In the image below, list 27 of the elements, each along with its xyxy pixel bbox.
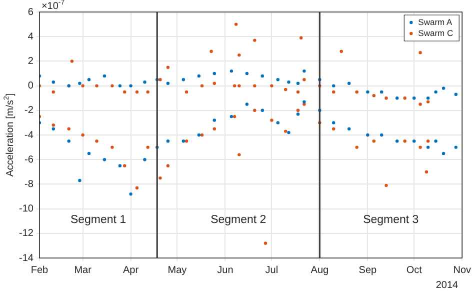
y-tick-label: -4: [24, 130, 34, 141]
y-tick-label: 2: [28, 56, 34, 67]
y-tick-label: -12: [19, 228, 34, 240]
y-tick-label: 6: [28, 6, 34, 18]
x-tick-label: Sep: [358, 264, 377, 276]
x-tick-label: Feb: [30, 264, 49, 276]
x-tick-label: Jun: [217, 264, 234, 276]
annotation: Segment 3: [363, 214, 419, 226]
x-tick-label: Nov: [453, 264, 472, 276]
y-tick-label: 4: [28, 31, 34, 42]
y-tick-label: -6: [24, 154, 34, 166]
x-tick-label: Oct: [406, 264, 422, 276]
y-tick-label: -2: [24, 105, 34, 116]
annotation: Segment 2: [210, 214, 266, 226]
x-tick-label: Aug: [310, 264, 329, 276]
x-tick-label: Apr: [123, 264, 140, 276]
legend-label: Swarm C: [418, 28, 454, 38]
y-tick-label: -8: [24, 178, 34, 190]
y-tick-label: 0: [28, 80, 34, 92]
annotation: Segment 1: [70, 214, 126, 226]
x-tick-label: Mar: [74, 264, 92, 276]
y-tick-label: -10: [19, 204, 34, 215]
x-tick-label: Jul: [265, 264, 278, 276]
y-tick-label: -14: [19, 252, 34, 264]
legend-label: Swarm A: [418, 16, 452, 27]
x-tick-label: May: [168, 264, 187, 276]
text: 2014: [436, 280, 459, 291]
